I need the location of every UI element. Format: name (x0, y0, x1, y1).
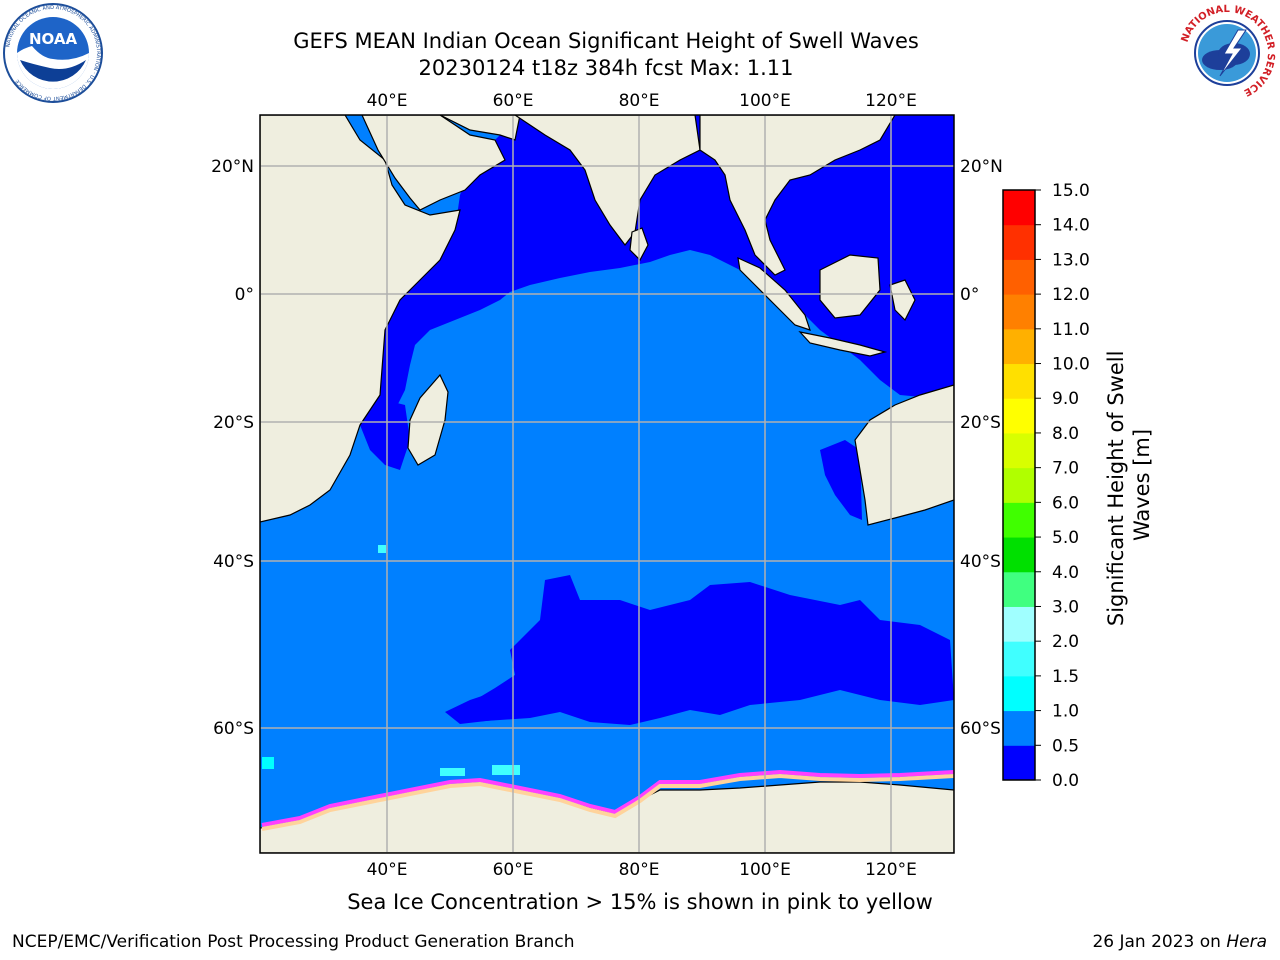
lon-tick-bottom: 40°E (367, 860, 408, 880)
colorbar-bin (1003, 537, 1035, 573)
colorbar-title-line1: Significant Height of Swell (1104, 351, 1128, 627)
colorbar-bin (1003, 259, 1035, 295)
lon-tick-top: 100°E (739, 91, 791, 111)
nws-logo-icon: NATIONAL WEATHER SERVICE (1178, 4, 1276, 102)
lon-tick-top: 60°E (493, 91, 534, 111)
colorbar-tick-label: 1.0 (1052, 702, 1079, 722)
lon-tick-bottom: 120°E (865, 860, 917, 880)
land-iran (439, 115, 521, 141)
lat-tick-right: 20°S (960, 413, 1001, 433)
land-java (798, 331, 888, 357)
colorbar-title: Significant Height of Swell Waves [m] (1104, 344, 1154, 626)
footer-machine: Hera (1226, 932, 1267, 952)
footer-date: 26 Jan 2023 on Hera (1092, 932, 1267, 952)
land-borneo (819, 254, 881, 319)
land-arabia (361, 115, 506, 211)
lat-tick-left: 20°N (211, 157, 254, 177)
footer-date-text: 26 Jan 2023 on (1092, 932, 1221, 952)
colorbar-tick-label: 0.5 (1052, 736, 1079, 756)
lat-tick-left: 0° (235, 285, 254, 305)
colorbar-frame (1002, 189, 1036, 781)
lat-tick-left: 40°S (213, 552, 254, 572)
swell-0-0.5-south (450, 575, 954, 725)
colorbar-tick-label: 0.0 (1052, 771, 1079, 791)
colorbar-tick-label: 14.0 (1052, 216, 1090, 236)
chart-title: GEFS MEAN Indian Ocean Significant Heigh… (293, 29, 919, 53)
land-sulawesi (889, 279, 916, 322)
lat-tick-right: 40°S (960, 552, 1001, 572)
colorbar-bin (1003, 190, 1035, 226)
swell-1.5-2.0-patch (378, 545, 386, 553)
swell-0-0.5-north (360, 115, 954, 425)
lon-tick-top: 40°E (367, 91, 408, 111)
colorbar-title-line2: Waves [m] (1130, 429, 1154, 541)
map-gridlines (260, 115, 954, 853)
colorbar-tick-label: 4.0 (1052, 563, 1079, 583)
colorbar-tick-label: 1.5 (1052, 667, 1079, 687)
noaa-logo-icon: NOAA NATIONAL OCEANIC AND ATMOSPHERIC AD… (3, 3, 103, 103)
colorbar-bin (1003, 641, 1035, 677)
colorbar-tick-label: 11.0 (1052, 320, 1090, 340)
colorbar-tick-label: 12.0 (1052, 285, 1090, 305)
colorbar-tick-label: 2.0 (1052, 632, 1079, 652)
colorbar-tick-label: 10.0 (1052, 355, 1090, 375)
colorbar-bin (1003, 432, 1035, 469)
colorbar-bin (1003, 294, 1035, 330)
colorbar-tick-label: 6.0 (1052, 493, 1079, 513)
colorbar-bin (1003, 745, 1035, 781)
sea-ice-edge-pink (261, 769, 954, 827)
noaa-logo-text: NOAA (29, 30, 78, 48)
lon-tick-bottom: 80°E (619, 860, 660, 880)
map-frame (259, 114, 955, 854)
colorbar-tick-label: 5.0 (1052, 528, 1079, 548)
lat-tick-left: 60°S (213, 719, 254, 739)
colorbar-bin (1003, 467, 1035, 503)
swell-1.5-2.0-patch-south-2 (492, 765, 520, 775)
sea-ice-note: Sea Ice Concentration > 15% is shown in … (347, 890, 933, 914)
map-area (260, 115, 954, 853)
colorbar-tick-label: 8.0 (1052, 424, 1079, 444)
colorbar-bin (1003, 502, 1035, 538)
colorbar-bin (1003, 224, 1035, 260)
colorbar-tick-label: 13.0 (1052, 250, 1090, 270)
lon-tick-bottom: 100°E (739, 860, 791, 880)
lat-tick-right: 0° (960, 285, 979, 305)
swell-1.5-2.0-patch-south (440, 768, 465, 776)
colorbar (1003, 190, 1035, 781)
colorbar-ticks: 0.0 0.5 1.0 1.5 2.0 3.0 4.0 5.0 6.0 7.0 8.0 9.0 10.0… (1035, 181, 1090, 791)
land-india (513, 115, 701, 246)
lon-tick-bottom: 60°E (493, 860, 534, 880)
lat-tick-left: 20°S (213, 413, 254, 433)
colorbar-tick-label: 7.0 (1052, 459, 1079, 479)
chart-subtitle: 20230124 t18z 384h fcst Max: 1.11 (418, 56, 794, 80)
colorbar-tick-label: 3.0 (1052, 597, 1079, 617)
lon-tick-top: 80°E (619, 91, 660, 111)
swell-0-0.5-madagascar-channel (360, 400, 410, 470)
swell-1.0-1.5-patch (262, 757, 274, 769)
lat-tick-right: 20°N (960, 157, 1003, 177)
land-madagascar (407, 373, 449, 466)
colorbar-bin (1003, 398, 1035, 434)
colorbar-bin (1003, 571, 1035, 607)
swell-0-0.5-south-west (445, 690, 510, 724)
colorbar-tick-label: 15.0 (1052, 181, 1090, 201)
land-southeast-asia (699, 115, 896, 276)
colorbar-bin (1003, 606, 1035, 642)
swell-0-0.5-australia-west (820, 440, 862, 520)
colorbar-bin (1003, 675, 1035, 712)
lat-tick-right: 60°S (960, 719, 1001, 739)
colorbar-bin (1003, 363, 1035, 399)
land-australia (854, 384, 954, 526)
colorbar-bin (1003, 710, 1035, 746)
colorbar-bin (1003, 328, 1035, 365)
footer-credit: NCEP/EMC/Verification Post Processing Pr… (12, 932, 575, 952)
lon-tick-top: 120°E (865, 91, 917, 111)
sea-ice-edge-yellow (261, 773, 954, 831)
colorbar-tick-label: 9.0 (1052, 389, 1079, 409)
